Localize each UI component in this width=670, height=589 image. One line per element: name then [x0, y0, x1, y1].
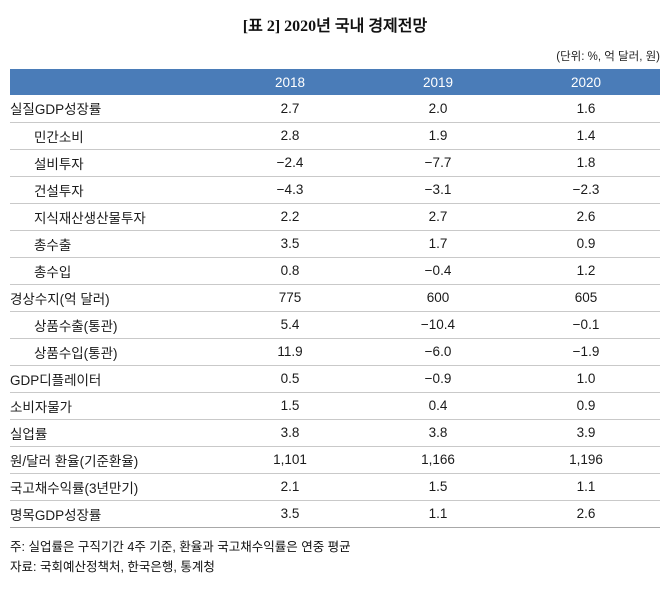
footnote-source: 자료: 국회예산정책처, 한국은행, 통계청 [10, 559, 215, 574]
row-value: −0.1 [512, 311, 660, 339]
row-value: 1.7 [364, 230, 512, 258]
table-row: 상품수입(통관) 11.9 −6.0 −1.9 [10, 338, 660, 366]
table-row: GDP디플레이터 0.5 −0.9 1.0 [10, 365, 660, 393]
row-value: 1.5 [216, 392, 364, 420]
row-value: 2.6 [512, 203, 660, 231]
row-label: 명목GDP성장률 [10, 500, 216, 528]
table-row: 상품수출(통관) 5.4 −10.4 −0.1 [10, 311, 660, 339]
table-row: 명목GDP성장률 3.5 1.1 2.6 [10, 500, 660, 528]
row-value: −2.3 [512, 176, 660, 204]
footnotes: 주: 실업률은 구직기간 4주 기준, 환율과 국고채수익률은 연중 평균 자료… [10, 537, 660, 578]
row-value: −0.4 [364, 257, 512, 285]
row-value: 605 [512, 284, 660, 312]
row-label: 총수입 [10, 257, 216, 285]
row-value: 1,196 [512, 446, 660, 474]
row-value: 2.2 [216, 203, 364, 231]
row-value: 1.6 [512, 95, 660, 123]
row-value: −3.1 [364, 176, 512, 204]
table-row: 총수출 3.5 1.7 0.9 [10, 230, 660, 258]
row-value: 600 [364, 284, 512, 312]
table-row: 총수입 0.8 −0.4 1.2 [10, 257, 660, 285]
row-value: −0.9 [364, 365, 512, 393]
row-label: 국고채수익률(3년만기) [10, 473, 216, 501]
row-value: 11.9 [216, 338, 364, 366]
table-header-row: 2018 2019 2020 [10, 69, 660, 95]
table-row: 실업률 3.8 3.8 3.9 [10, 419, 660, 447]
table-row: 지식재산생산물투자 2.2 2.7 2.6 [10, 203, 660, 231]
row-value: 2.7 [216, 95, 364, 123]
table-row: 소비자물가 1.5 0.4 0.9 [10, 392, 660, 420]
row-label: 건설투자 [10, 176, 216, 204]
header-cell-2018: 2018 [216, 69, 364, 95]
row-value: 1.4 [512, 122, 660, 150]
row-value: 2.8 [216, 122, 364, 150]
row-value: 3.8 [216, 419, 364, 447]
row-label: 민간소비 [10, 122, 216, 150]
row-value: 0.8 [216, 257, 364, 285]
row-value: 1.9 [364, 122, 512, 150]
table-row: 설비투자 −2.4 −7.7 1.8 [10, 149, 660, 177]
row-value: 2.6 [512, 500, 660, 528]
row-value: −7.7 [364, 149, 512, 177]
row-label: 총수출 [10, 230, 216, 258]
row-label: 지식재산생산물투자 [10, 203, 216, 231]
row-value: 1.8 [512, 149, 660, 177]
row-value: 3.8 [364, 419, 512, 447]
row-value: 1.1 [512, 473, 660, 501]
row-value: −10.4 [364, 311, 512, 339]
row-label: 소비자물가 [10, 392, 216, 420]
row-value: 1.1 [364, 500, 512, 528]
header-cell-label [10, 69, 216, 95]
table-row: 민간소비 2.8 1.9 1.4 [10, 122, 660, 150]
row-value: 3.9 [512, 419, 660, 447]
table-body: 실질GDP성장률 2.7 2.0 1.6 민간소비 2.8 1.9 1.4 설비투자 −2.4 −7… [10, 95, 660, 528]
table-row: 경상수지(억 달러) 775 600 605 [10, 284, 660, 312]
row-label: 실업률 [10, 419, 216, 447]
row-value: 1.0 [512, 365, 660, 393]
row-value: 0.9 [512, 392, 660, 420]
row-label: 상품수입(통관) [10, 338, 216, 366]
row-value: 1.5 [364, 473, 512, 501]
table-title: [표 2] 2020년 국내 경제전망 [242, 18, 428, 35]
row-label: 실질GDP성장률 [10, 95, 216, 123]
header-cell-2020: 2020 [512, 69, 660, 95]
row-label: GDP디플레이터 [10, 365, 216, 393]
footnote-note: 주: 실업률은 구직기간 4주 기준, 환율과 국고채수익률은 연중 평균 [10, 539, 351, 554]
table-row: 원/달러 환율(기준환율) 1,101 1,166 1,196 [10, 446, 660, 474]
row-value: 2.1 [216, 473, 364, 501]
row-value: −6.0 [364, 338, 512, 366]
row-value: 0.9 [512, 230, 660, 258]
row-value: 1,166 [364, 446, 512, 474]
row-label: 상품수출(통관) [10, 311, 216, 339]
row-value: 2.0 [364, 95, 512, 123]
row-value: 775 [216, 284, 364, 312]
header-cell-2019: 2019 [364, 69, 512, 95]
row-label: 원/달러 환율(기준환율) [10, 446, 216, 474]
row-value: 3.5 [216, 230, 364, 258]
table-row: 실질GDP성장률 2.7 2.0 1.6 [10, 95, 660, 123]
unit-note: (단위: %, 억 달러, 원) [556, 51, 660, 63]
row-value: 2.7 [364, 203, 512, 231]
row-value: 1,101 [216, 446, 364, 474]
row-value: 3.5 [216, 500, 364, 528]
row-value: 1.2 [512, 257, 660, 285]
row-value: −2.4 [216, 149, 364, 177]
table-row: 국고채수익률(3년만기) 2.1 1.5 1.1 [10, 473, 660, 501]
table-row: 건설투자 −4.3 −3.1 −2.3 [10, 176, 660, 204]
row-label: 경상수지(억 달러) [10, 284, 216, 312]
row-value: 0.4 [364, 392, 512, 420]
row-label: 설비투자 [10, 149, 216, 177]
row-value: −1.9 [512, 338, 660, 366]
row-value: −4.3 [216, 176, 364, 204]
row-value: 0.5 [216, 365, 364, 393]
row-value: 5.4 [216, 311, 364, 339]
economy-forecast-table: 2018 2019 2020 실질GDP성장률 2.7 2.0 1.6 민간소비 2.8 1… [10, 69, 660, 528]
